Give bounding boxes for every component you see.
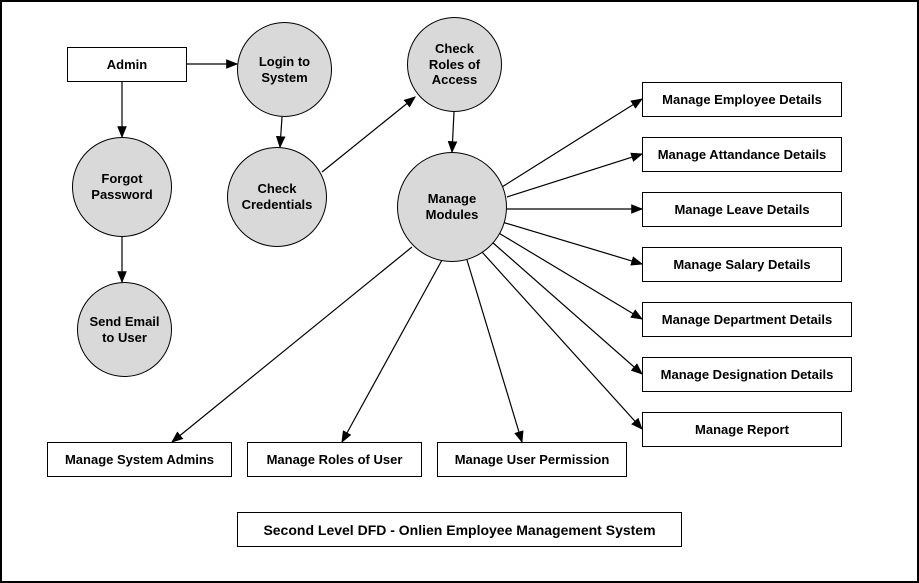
node-label: Check Roles of Access [416, 41, 493, 88]
node-label: Send Email to User [86, 314, 163, 345]
dfd-canvas: Admin Manage Employee Details Manage Att… [0, 0, 919, 583]
node-label: Login to System [246, 54, 323, 85]
node-admin: Admin [67, 47, 187, 82]
node-label: Manage Employee Details [662, 92, 822, 107]
node-manage-department: Manage Department Details [642, 302, 852, 337]
node-manage-attendance: Manage Attandance Details [642, 137, 842, 172]
title-label: Second Level DFD - Onlien Employee Manag… [263, 522, 655, 538]
node-label: Check Credentials [236, 181, 318, 212]
node-label: Manage Modules [406, 191, 498, 222]
node-label: Admin [107, 57, 147, 72]
node-manage-modules: Manage Modules [397, 152, 507, 262]
node-manage-roles: Manage Roles of User [247, 442, 422, 477]
node-manage-salary: Manage Salary Details [642, 247, 842, 282]
node-manage-permission: Manage User Permission [437, 442, 627, 477]
node-label: Manage Report [695, 422, 789, 437]
node-label: Manage Salary Details [673, 257, 810, 272]
node-manage-employee: Manage Employee Details [642, 82, 842, 117]
node-send-email: Send Email to User [77, 282, 172, 377]
node-label: Forgot Password [81, 171, 163, 202]
node-login: Login to System [237, 22, 332, 117]
diagram-title: Second Level DFD - Onlien Employee Manag… [237, 512, 682, 547]
node-check-roles: Check Roles of Access [407, 17, 502, 112]
node-check-credentials: Check Credentials [227, 147, 327, 247]
node-label: Manage User Permission [455, 452, 610, 467]
node-forgot-password: Forgot Password [72, 137, 172, 237]
node-label: Manage Attandance Details [658, 147, 827, 162]
node-label: Manage Leave Details [674, 202, 809, 217]
node-label: Manage Department Details [662, 312, 833, 327]
node-manage-report: Manage Report [642, 412, 842, 447]
node-manage-leave: Manage Leave Details [642, 192, 842, 227]
node-label: Manage Designation Details [661, 367, 834, 382]
node-label: Manage Roles of User [267, 452, 403, 467]
node-manage-designation: Manage Designation Details [642, 357, 852, 392]
node-manage-sysadmins: Manage System Admins [47, 442, 232, 477]
node-label: Manage System Admins [65, 452, 214, 467]
